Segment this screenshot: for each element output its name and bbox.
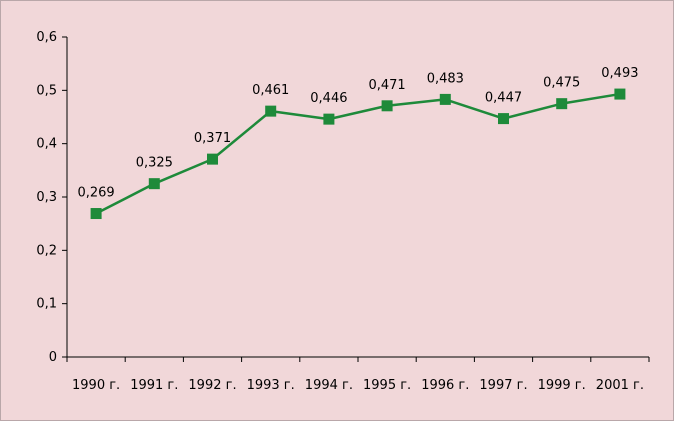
data-point-marker xyxy=(323,113,335,125)
x-tick-label: 1990 г. xyxy=(72,378,120,393)
x-tick-label: 2001 г. xyxy=(596,378,644,393)
data-label: 0,471 xyxy=(368,78,405,93)
series-line xyxy=(95,92,621,215)
data-label: 0,493 xyxy=(601,66,638,81)
data-label: 0,325 xyxy=(136,156,173,171)
data-point-marker xyxy=(614,88,626,100)
y-tick-label: 0,1 xyxy=(36,297,57,312)
data-label: 0,483 xyxy=(427,71,464,86)
data-label: 0,371 xyxy=(194,131,231,146)
series-markers xyxy=(90,88,626,220)
x-tick-label: 1991 г. xyxy=(130,378,178,393)
y-tick-label: 0,2 xyxy=(36,243,57,258)
x-tick-label: 1994 г. xyxy=(305,378,353,393)
y-tick-label: 0,4 xyxy=(36,137,57,152)
data-label: 0,461 xyxy=(252,83,289,98)
data-point-marker xyxy=(498,113,509,125)
data-label: 0,447 xyxy=(485,91,522,106)
data-point-marker xyxy=(439,93,451,105)
x-axis-ticks: 1990 г. 1991 г. 1992 г. 1993 г. 1994 г. 1995 … xyxy=(66,357,650,393)
x-tick-label: 1992 г. xyxy=(188,378,236,393)
x-tick-label: 1999 г. xyxy=(538,378,586,393)
x-tick-label: 1993 г. xyxy=(247,378,295,393)
x-tick-label: 1995 г. xyxy=(363,378,411,393)
data-labels: 0,269 0,325 0,371 0,461 0,446 0,471 0,483 0,447… xyxy=(77,66,638,200)
data-label: 0,269 xyxy=(77,186,114,201)
data-point-marker xyxy=(265,105,277,117)
data-label: 0,475 xyxy=(543,76,580,91)
data-point-marker xyxy=(90,208,102,220)
y-tick-label: 0 xyxy=(49,350,57,365)
data-point-marker xyxy=(381,100,393,112)
x-tick-label: 1997 г. xyxy=(479,378,527,393)
y-tick-label: 0,3 xyxy=(36,190,57,205)
data-point-marker xyxy=(556,98,568,110)
y-tick-label: 0,5 xyxy=(36,83,57,98)
data-point-marker xyxy=(148,178,160,190)
data-label: 0,446 xyxy=(310,91,347,106)
y-axis-ticks: 0 0,1 0,2 0,3 0,4 0,5 0,6 xyxy=(36,30,67,365)
x-tick-label: 1996 г. xyxy=(421,378,469,393)
data-point-marker xyxy=(207,153,218,165)
y-tick-label: 0,6 xyxy=(36,30,57,45)
